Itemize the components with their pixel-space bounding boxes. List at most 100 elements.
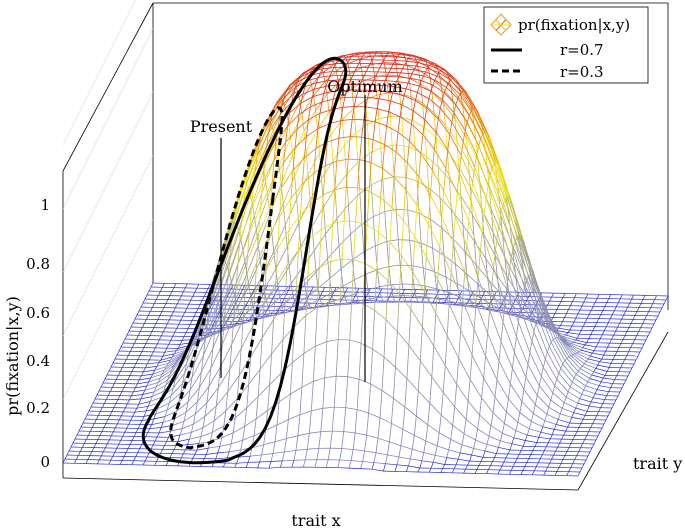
surface-mesh-segment	[271, 232, 275, 252]
surface-mesh-segment	[252, 294, 256, 327]
surface-mesh-segment	[395, 132, 399, 153]
surface-mesh-segment	[406, 60, 419, 64]
surface-mesh-segment	[461, 433, 465, 445]
surface-mesh-segment	[647, 331, 651, 337]
surface-mesh-segment	[397, 239, 401, 266]
surface-mesh-segment	[338, 245, 342, 269]
surface-mesh-segment	[457, 283, 470, 292]
surface-mesh-segment	[347, 376, 360, 380]
surface-mesh-segment	[219, 281, 232, 309]
surface-mesh-segment	[84, 414, 88, 420]
surface-mesh-segment	[123, 383, 127, 388]
surface-mesh-segment	[390, 92, 393, 102]
surface-mesh-segment	[301, 381, 314, 388]
surface-mesh-segment	[334, 84, 338, 92]
surface-mesh-segment	[367, 289, 371, 299]
surface-mesh-segment	[323, 90, 336, 94]
surface-mesh-segment	[438, 298, 451, 302]
surface-mesh-segment	[316, 80, 328, 84]
surface-mesh-segment	[333, 376, 337, 408]
surface-mesh-segment	[451, 468, 455, 473]
surface-mesh-segment	[362, 450, 365, 462]
surface-mesh-segment	[606, 298, 610, 303]
surface-mesh-segment	[116, 444, 120, 449]
surface-mesh-segment	[191, 424, 194, 433]
legend-label-r07: r=0.7	[560, 41, 604, 59]
surface-mesh-segment	[451, 304, 464, 307]
surface-mesh-segment	[405, 188, 418, 206]
surface-mesh-segment	[194, 450, 198, 455]
surface-mesh-segment	[546, 407, 550, 415]
surface-mesh-segment	[359, 79, 363, 85]
surface-mesh-segment	[304, 148, 317, 159]
surface-mesh-segment	[545, 310, 558, 338]
surface-mesh-segment	[349, 299, 353, 341]
surface-mesh-segment	[248, 369, 261, 385]
surface-mesh-segment	[547, 438, 551, 443]
surface-mesh-segment	[538, 385, 552, 401]
surface-mesh-segment	[447, 79, 451, 84]
surface-mesh-segment	[577, 309, 581, 315]
surface-mesh-segment	[615, 326, 619, 332]
surface-mesh-segment	[231, 317, 235, 345]
surface-mesh-segment	[279, 197, 292, 217]
surface-mesh-segment	[501, 203, 504, 211]
surface-mesh-segment	[307, 238, 311, 277]
surface-mesh-segment	[472, 306, 485, 310]
surface-mesh-segment	[138, 401, 151, 405]
surface-mesh-segment	[248, 209, 252, 235]
surface-mesh-segment	[639, 347, 643, 353]
surface-mesh-segment	[311, 173, 315, 204]
surface-mesh-segment	[203, 328, 216, 356]
surface-mesh-segment	[526, 428, 530, 436]
surface-mesh-segment	[460, 195, 473, 215]
surface-mesh-segment	[300, 96, 313, 104]
surface-mesh-segment	[459, 444, 463, 453]
surface-mesh-segment	[269, 353, 272, 385]
surface-mesh-segment	[277, 266, 290, 286]
surface-mesh-segment	[578, 447, 581, 452]
surface-mesh-segment	[599, 361, 612, 364]
surface-mesh-segment	[415, 62, 419, 67]
surface-mesh-segment	[137, 381, 149, 385]
surface-mesh-segment	[379, 390, 383, 418]
surface-mesh-segment	[336, 375, 348, 378]
surface-mesh-segment	[331, 407, 335, 432]
surface-mesh-segment	[148, 377, 161, 383]
surface-mesh-segment	[245, 184, 249, 189]
surface-mesh-segment	[621, 383, 625, 389]
surface-mesh-segment	[118, 346, 122, 352]
surface-mesh-segment	[568, 356, 581, 369]
surface-mesh-segment	[298, 200, 311, 224]
surface-mesh-segment	[556, 378, 569, 393]
legend: pr(fixation|x,y) r=0.7 r=0.3	[483, 6, 649, 84]
surface-mesh-segment	[575, 407, 588, 412]
surface-mesh-segment	[424, 107, 428, 120]
surface-mesh-segment	[612, 379, 615, 384]
surface-mesh-segment	[352, 296, 356, 301]
surface-mesh-segment	[398, 445, 402, 458]
surface-mesh-segment	[586, 431, 589, 436]
surface-mesh-segment	[297, 77, 300, 83]
surface-mesh-segment	[98, 386, 102, 392]
surface-mesh-segment	[207, 284, 211, 289]
surface-mesh-segment	[287, 114, 300, 127]
surface-mesh-segment	[568, 443, 572, 448]
surface-mesh-segment	[142, 391, 155, 395]
surface-mesh-segment	[360, 468, 373, 470]
surface-mesh-segment	[634, 311, 638, 316]
surface-mesh-segment	[62, 458, 66, 464]
surface-mesh-segment	[504, 423, 517, 432]
surface-mesh-segment	[481, 397, 494, 413]
surface-mesh-segment	[421, 58, 434, 64]
surface-mesh-segment	[580, 326, 584, 331]
surface-mesh-segment	[294, 176, 298, 200]
surface-mesh-segment	[510, 259, 523, 298]
surface-mesh-segment	[515, 422, 519, 431]
surface-mesh-segment	[327, 75, 331, 81]
surface-mesh-segment	[270, 453, 274, 462]
surface-mesh-segment	[466, 221, 470, 246]
surface-mesh-segment	[455, 298, 459, 303]
surface-mesh-segment	[134, 410, 147, 413]
surface-mesh-segment	[153, 323, 157, 328]
